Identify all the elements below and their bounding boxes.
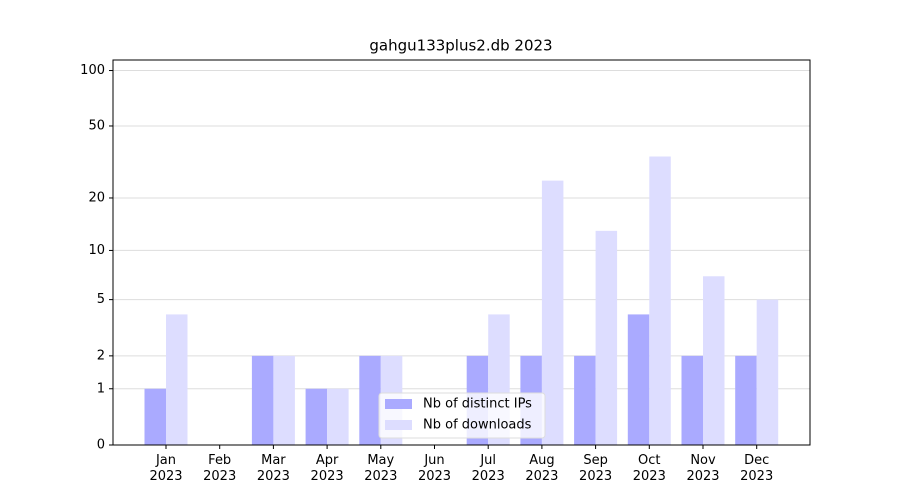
y-tick-label: 10	[88, 243, 105, 258]
bar	[166, 314, 188, 445]
legend-swatch	[385, 399, 412, 409]
x-tick-label: Apr 2023	[310, 453, 344, 484]
bar	[595, 230, 618, 445]
y-tick-label: 20	[88, 190, 105, 205]
legend-box	[378, 392, 546, 439]
x-tick-label: Jan 2023	[149, 453, 183, 484]
x-tick-label: Aug 2023	[525, 453, 559, 484]
x-tick-label: Nov 2023	[686, 453, 720, 484]
x-tick-label: Feb 2023	[203, 453, 237, 484]
legend-label: Nb of distinct IPs	[423, 397, 532, 412]
y-tick-label: 1	[97, 381, 105, 396]
bar	[627, 314, 650, 445]
y-tick-label: 5	[97, 292, 105, 307]
y-tick-label: 2	[97, 348, 105, 363]
legend-swatch	[385, 420, 412, 430]
bar	[305, 388, 328, 445]
bar	[144, 388, 166, 445]
bar	[251, 355, 274, 445]
y-tick-label: 50	[88, 118, 105, 133]
bar	[681, 355, 703, 445]
y-tick-label: 0	[97, 438, 105, 453]
x-tick-label: Mar 2023	[256, 453, 290, 484]
bar	[541, 180, 564, 445]
bar	[735, 355, 757, 445]
bar	[574, 355, 596, 445]
bar	[649, 156, 671, 445]
bar	[327, 388, 349, 445]
x-tick-label: Jul 2023	[471, 453, 505, 484]
bar	[703, 276, 725, 445]
bar	[273, 355, 295, 445]
y-tick-label: 100	[80, 63, 105, 78]
x-tick-label: Sep 2023	[579, 453, 613, 484]
x-tick-label: May 2023	[364, 453, 398, 484]
x-tick-label: Oct 2023	[632, 453, 666, 484]
plot-frame	[112, 59, 811, 446]
chart-title: gahgu133plus2.db 2023	[369, 37, 552, 55]
bar	[359, 355, 381, 445]
x-tick-label: Jun 2023	[417, 453, 452, 484]
bar	[756, 299, 779, 445]
legend-label: Nb of downloads	[423, 418, 532, 433]
x-tick-label: Dec 2023	[740, 453, 774, 484]
